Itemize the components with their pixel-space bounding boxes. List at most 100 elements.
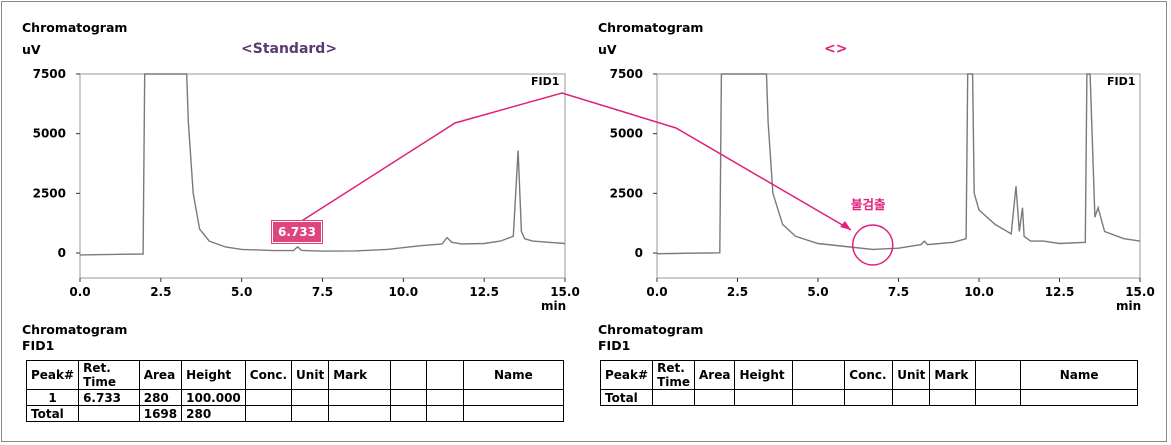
left-peak-table: Peak# Ret. Time Area Height Conc. Unit Mark Nam… — [25, 360, 565, 422]
left-chart-title: <Standard> — [241, 41, 338, 57]
left-table-cell — [291, 389, 330, 406]
connector-arrowhead — [840, 221, 851, 230]
annotation-overlay — [299, 92, 894, 266]
right-table-cell: Height — [734, 360, 794, 390]
right-table-cell — [975, 389, 1022, 406]
left-table-cell: 280 — [181, 405, 246, 422]
left-table-cell: Total — [25, 405, 80, 422]
right-table-cell — [844, 389, 894, 406]
right-table-cell — [792, 360, 846, 390]
left-table-cell — [425, 360, 464, 390]
right-x-tick-label: 0.0 — [646, 285, 667, 299]
left-table-header: Peak# Ret. Time Area Height Conc. Unit Mark Nam… — [25, 360, 565, 390]
right-table-cell — [929, 389, 977, 406]
right-table-cell — [652, 389, 696, 406]
left-table-cell — [390, 360, 427, 390]
left-x-tick-label: 2.5 — [150, 285, 171, 299]
right-table-cell: Peak# — [599, 360, 654, 390]
right-table-cell: Total — [599, 389, 654, 406]
left-table-heading: Chromatogram — [22, 322, 128, 337]
left-table-detector: FID1 — [22, 338, 55, 353]
right-table-cell — [694, 389, 736, 406]
right-table-heading: Chromatogram — [598, 322, 704, 337]
right-table-cell — [792, 389, 846, 406]
right-table-cell — [734, 389, 794, 406]
right-x-tick-label: 7.5 — [888, 285, 909, 299]
left-x-tick-label: 5.0 — [231, 285, 252, 299]
left-table-cell: 6.733 — [78, 389, 140, 406]
left-x-tick-label: 10.0 — [389, 285, 419, 299]
connector-line — [299, 92, 852, 231]
left-series-fid1 — [79, 73, 566, 256]
right-y-tick-label: 2500 — [610, 186, 643, 200]
right-x-tick-label: 5.0 — [807, 285, 828, 299]
left-table-cell: 1698 — [138, 405, 183, 422]
left-table-cell — [328, 405, 392, 422]
left-table-cell — [425, 389, 464, 406]
right-table-cell: Area — [694, 360, 736, 390]
right-table-cell: Conc. — [844, 360, 894, 390]
left-table-cell: Conc. — [244, 360, 293, 390]
left-table-cell — [78, 405, 140, 422]
right-y-tick-label: 7500 — [610, 67, 643, 81]
right-table-cell: Mark — [929, 360, 977, 390]
left-y-tick-label: 7500 — [33, 67, 66, 81]
left-table-cell: Height — [181, 360, 246, 390]
right-peak-table: Peak# Ret. Time Area Height Conc. Unit Mark Nam… — [599, 360, 1138, 406]
right-x-tick-label: 12.5 — [1045, 285, 1075, 299]
left-table-row: Total 1698 280 — [25, 405, 565, 422]
left-y-tick-label: 5000 — [33, 127, 66, 141]
not-detected-annotation: 불검출 — [851, 197, 886, 212]
left-table-cell: 1 — [25, 389, 80, 406]
left-table-cell — [425, 405, 464, 422]
left-y-tick-label: 0 — [58, 246, 66, 260]
left-table-cell: Area — [138, 360, 183, 390]
left-table-cell — [244, 389, 293, 406]
right-table-cell — [975, 360, 1022, 390]
right-chromatogram-heading: Chromatogram — [598, 20, 704, 35]
right-table-cell: Unit — [892, 360, 931, 390]
right-x-tick-label: 15.0 — [1125, 285, 1155, 299]
right-y-unit: uV — [598, 42, 617, 57]
right-plot-frame — [656, 73, 1141, 279]
left-table-cell: 280 — [138, 389, 183, 406]
left-chromatogram-heading: Chromatogram — [22, 20, 128, 35]
left-plot-frame — [79, 73, 566, 279]
left-x-tick-label: 7.5 — [312, 285, 333, 299]
right-table-detector: FID1 — [598, 338, 631, 353]
left-detector-label: FID1 — [531, 75, 560, 88]
left-y-tick-label: 2500 — [33, 186, 66, 200]
left-y-unit: uV — [22, 42, 41, 57]
right-x-unit: min — [1116, 299, 1141, 313]
right-x-tick-label: 2.5 — [727, 285, 748, 299]
left-table-cell: 100.000 — [181, 389, 246, 406]
not-detected-circle — [851, 224, 894, 266]
left-table-cell — [462, 389, 565, 406]
left-table-cell — [390, 405, 427, 422]
right-table-cell — [892, 389, 931, 406]
right-y-tick-label: 0 — [635, 246, 643, 260]
left-table-cell — [462, 405, 565, 422]
left-x-tick-label: 0.0 — [69, 285, 90, 299]
left-table-cell — [291, 405, 330, 422]
right-table-header: Peak# Ret. Time Area Height Conc. Unit Mark Nam… — [599, 360, 1138, 390]
left-x-unit: min — [541, 299, 566, 313]
right-table-cell: Name — [1020, 360, 1138, 390]
right-table-cell — [1020, 389, 1138, 406]
left-x-tick-label: 15.0 — [550, 285, 580, 299]
left-table-cell — [390, 389, 427, 406]
left-table-cell: Peak# — [25, 360, 80, 390]
left-table-row: 1 6.733 280 100.000 — [25, 389, 565, 406]
right-x-tick-label: 10.0 — [964, 285, 994, 299]
right-table-cell: Ret. Time — [652, 360, 696, 390]
right-table-row: Total — [599, 389, 1138, 406]
right-chart-title: <> — [824, 41, 848, 57]
left-table-cell: Unit — [291, 360, 330, 390]
left-table-cell — [328, 389, 392, 406]
left-table-cell — [244, 405, 293, 422]
left-table-cell: Ret. Time — [78, 360, 140, 390]
